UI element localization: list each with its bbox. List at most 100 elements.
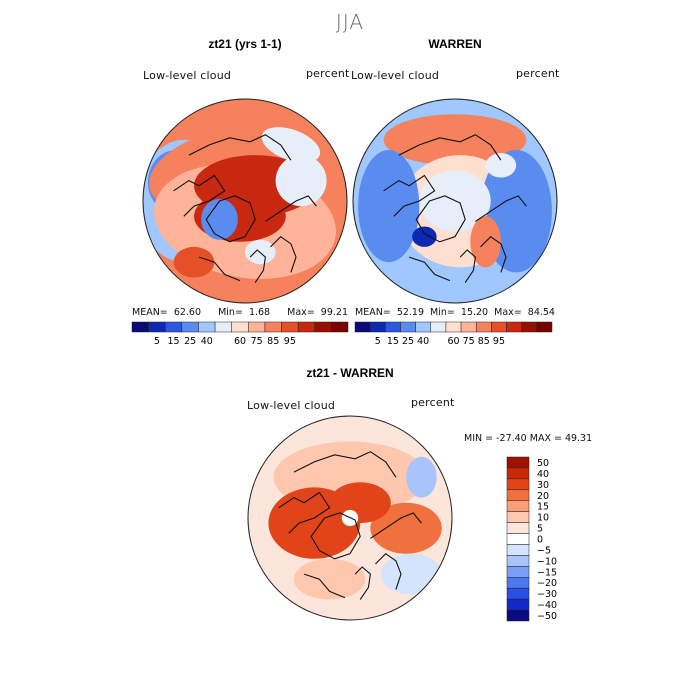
contour-fill: [358, 150, 420, 263]
colorbar-swatch: [460, 321, 477, 333]
contour-fill: [261, 127, 321, 163]
coastline: [173, 174, 226, 217]
coastline: [249, 249, 266, 283]
map-border: [352, 98, 558, 304]
colorbar-tick-label: 0: [537, 535, 543, 546]
colorbar-tick-label: −15: [537, 567, 557, 578]
colorbar-tick-label: −10: [537, 556, 557, 567]
panel-2-mean-label: MEAN=: [355, 307, 391, 318]
colorbar-1: 5 15 25 40 60 75 85 95: [131, 321, 349, 347]
contour-fill: [275, 155, 327, 207]
contour-fill: [173, 246, 215, 278]
colorbar-swatch: [521, 321, 538, 333]
coastline: [270, 235, 297, 273]
colorbar-swatch: [198, 321, 216, 333]
colorbar-tick-label: 50: [537, 458, 549, 469]
colorbar-swatch: [506, 533, 530, 545]
colorbar-tick-label: 15: [167, 336, 179, 347]
colorbar-swatch: [131, 321, 149, 333]
panel-1-field-label: Low-level cloud: [143, 69, 232, 82]
panel-3-field-label: Low-level cloud: [247, 399, 336, 412]
coastline: [278, 491, 331, 534]
panel-3-stats: MIN = -27.40 MAX = 49.31: [464, 433, 593, 444]
colorbar-tick-label: 10: [537, 513, 549, 524]
colorbar-tick-label: −20: [537, 578, 557, 589]
colorbar-tick-label: 20: [537, 491, 549, 502]
colorbar-swatch: [506, 489, 530, 501]
panel-3-units-label: percent: [411, 396, 455, 409]
season-title: JJA: [335, 10, 365, 34]
panel-1-stats: MEAN= 62.60 Min= 1.68 Max= 99.21: [132, 307, 348, 318]
panel-1-mean-label: MEAN=: [132, 307, 168, 318]
contour-fill: [485, 153, 517, 178]
polar-map-2: [352, 98, 558, 304]
colorbar-tick-label: 30: [537, 480, 549, 491]
colorbar-swatch: [506, 321, 522, 333]
colorbar-swatch: [445, 321, 462, 333]
coastline: [205, 195, 256, 243]
contour-fill: [370, 502, 442, 554]
contour-fill: [380, 553, 442, 595]
colorbar-swatch: [491, 321, 507, 333]
coastline: [293, 451, 397, 478]
colorbar-tick-label: −40: [537, 600, 557, 611]
panel-1-max-label: Max=: [287, 307, 315, 318]
colorbar-tick-label: 25: [402, 336, 414, 347]
colorbar-swatch: [506, 467, 530, 480]
colorbar-tick-label: −30: [537, 589, 557, 600]
colorbar-swatch: [430, 321, 447, 333]
contour-fill: [383, 114, 527, 166]
coastline: [265, 195, 317, 222]
colorbar-tick-label: 5: [154, 336, 160, 347]
polar-map-1: [142, 98, 348, 304]
coastline: [383, 174, 436, 217]
colorbar-tick-label: 85: [267, 336, 279, 347]
coastline: [398, 134, 502, 161]
panel-1-mean-value: 62.60: [173, 307, 202, 318]
colorbar-swatch: [506, 522, 530, 534]
colorbar-swatch: [354, 321, 371, 333]
panel-2-mean-value: 52.19: [396, 307, 425, 318]
colorbar-tick-label: 25: [184, 336, 196, 347]
panel-2-stats: MEAN= 52.19 Min= 15.20 Max= 84.54: [355, 307, 555, 318]
colorbar-tick-label: 95: [493, 336, 505, 347]
colorbar-swatch: [231, 321, 249, 333]
colorbar-swatch: [506, 587, 530, 600]
colorbar-tick-label: 40: [417, 336, 429, 347]
coastline: [480, 235, 507, 273]
panel-1-min-label: Min=: [218, 307, 243, 318]
colorbar-swatch: [281, 321, 299, 333]
colorbar-tick-label: 75: [251, 336, 263, 347]
colorbar-swatch: [297, 321, 316, 333]
coastline: [188, 134, 292, 161]
panel-3-title: zt21 - WARREN: [306, 366, 394, 380]
panel-1-min-value: 1.68: [248, 307, 271, 318]
colorbar-tick-label: 60: [447, 336, 459, 347]
colorbar-tick-label: 5: [537, 524, 543, 535]
colorbar-swatch: [248, 321, 266, 333]
contour-fill: [293, 558, 366, 600]
colorbar-swatch: [506, 456, 530, 469]
map-border: [247, 415, 453, 621]
coastline: [475, 195, 527, 222]
colorbar-swatch: [506, 544, 530, 556]
colorbar-swatch: [536, 321, 553, 333]
colorbar-swatch: [506, 478, 530, 491]
panel-2-min-label: Min=: [430, 307, 455, 318]
colorbar-tick-label: 60: [234, 336, 246, 347]
colorbar-swatch: [369, 321, 386, 333]
panel-1-title: zt21 (yrs 1-1): [208, 37, 282, 51]
colorbar-swatch: [506, 500, 530, 512]
coastline: [459, 249, 476, 283]
contour-fill: [329, 482, 391, 524]
colorbar-swatch: [164, 321, 183, 333]
colorbar-swatch: [400, 321, 416, 333]
colorbar-2: 5 15 25 40 60 75 85 95: [354, 321, 553, 347]
panel-2-min-value: 15.20: [460, 307, 489, 318]
colorbar-tick-label: 95: [284, 336, 296, 347]
colorbar-swatch: [506, 555, 530, 567]
coastline: [198, 256, 241, 282]
colorbar-swatch: [331, 321, 349, 333]
